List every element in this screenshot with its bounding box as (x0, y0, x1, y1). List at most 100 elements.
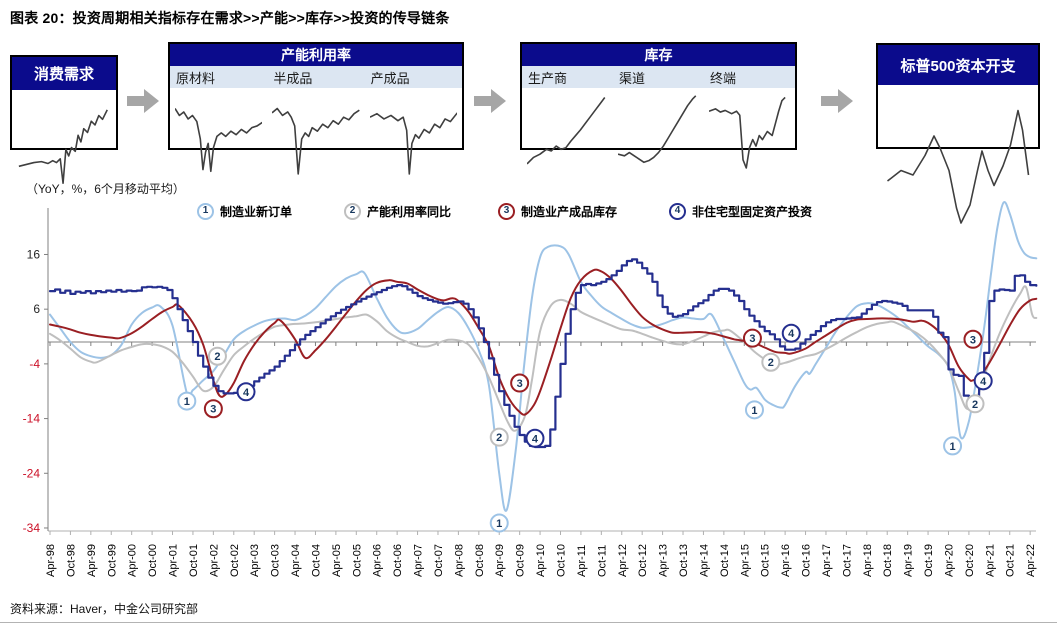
legend-label: 制造业产成品库存 (521, 204, 618, 219)
flow-arrow-icon (821, 89, 855, 113)
x-axis-tick-label: Apr-11 (576, 545, 588, 577)
flow-box-inventory-sublabels: 生产商 渠道 终端 (522, 66, 795, 88)
sparkline-terminal (704, 88, 795, 175)
annotation-number-4: 4 (243, 387, 250, 399)
x-axis-tick-label: Oct-12 (637, 544, 649, 577)
sublabel-terminal: 终端 (709, 70, 736, 86)
y-axis-tick-label: -34 (23, 521, 41, 535)
x-axis-tick-label: Apr-01 (168, 544, 180, 577)
x-axis-tick-label: Apr-99 (86, 544, 98, 577)
x-axis-tick-label: Oct-03 (270, 544, 282, 577)
x-axis-tick-label: Apr-02 (208, 544, 220, 577)
flow-box-sp500-capex-header: 标普500资本开支 (878, 45, 1038, 85)
flow-box-capacity-utilization-sublabels: 原材料 半成品 产成品 (170, 66, 462, 88)
x-axis-tick-label: Apr-08 (453, 544, 465, 577)
annotation-number-4: 4 (980, 376, 987, 388)
flow-box-inventory-title: 库存 (644, 47, 673, 63)
x-axis-tick-label: Apr-19 (903, 544, 915, 577)
annotation-number-1: 1 (751, 405, 757, 417)
x-axis-tick-label: Apr-10 (535, 544, 547, 577)
annotation-circle-icon-2 (761, 352, 781, 372)
x-axis-tick-label: Oct-16 (801, 544, 813, 577)
x-axis-tick-label: Apr-04 (290, 544, 302, 577)
x-axis-tick-label: Apr-21 (984, 544, 996, 577)
flow-box-capacity-utilization: 产能利用率 原材料 半成品 产成品 (168, 42, 464, 150)
annotation-circle-icon-3 (203, 399, 223, 419)
annotation-number-1: 1 (184, 396, 190, 408)
annotation-circle-icon-4 (236, 382, 256, 402)
flow-box-inventory-body (522, 88, 795, 175)
annotation-circle-icon-2 (965, 394, 985, 414)
x-axis-tick-label: Oct-17 (841, 544, 853, 577)
legend-marker-circle-icon: 2 (344, 202, 361, 220)
sublabel-semi-finished: 半成品 (273, 70, 313, 86)
legend-label: 非住宅型固定资产投资 (692, 204, 813, 219)
y-axis-tick-label: 16 (27, 247, 41, 261)
sparkline-svg (527, 91, 608, 172)
x-axis-tick-label: Oct-01 (188, 544, 200, 577)
sublabel-channel: 渠道 (618, 70, 645, 86)
x-axis-tick-label: Apr-16 (780, 544, 792, 577)
flow-arrow-icon (474, 89, 508, 113)
x-axis-tick-label: Oct-19 (923, 544, 935, 577)
legend-item-3: 3 制造业产成品库存 (498, 202, 617, 220)
annotation-circle-icon-1 (489, 513, 509, 533)
legend-marker-circle-icon: 1 (197, 202, 214, 220)
annotation-number-2: 2 (214, 351, 220, 363)
x-axis-tick-label: Oct-21 (1005, 544, 1017, 577)
sparkline-svg (370, 91, 457, 178)
sparkline-channel (613, 88, 704, 175)
flow-box-sp500-capex: 标普500资本开支 (876, 43, 1040, 149)
x-axis-tick-label: Oct-20 (964, 544, 976, 577)
x-axis-tick-label: Oct-11 (596, 545, 608, 577)
x-axis-tick-label: Apr-98 (45, 544, 57, 577)
annotation-number-2: 2 (768, 357, 774, 369)
annotation-circle-icon-3 (742, 328, 762, 348)
flow-box-inventory-header: 库存 (522, 44, 795, 66)
flow-box-capacity-utilization-header: 产能利用率 (170, 44, 462, 66)
sparkline-raw-materials (170, 88, 267, 181)
sparkline-svg (618, 91, 699, 172)
sparkline-finished-goods (365, 88, 462, 181)
legend-item-2: 2 产能利用率同比 (344, 202, 451, 220)
series-line-4 (48, 258, 1038, 449)
x-axis-tick-label: Oct-09 (515, 544, 527, 577)
x-axis-tick-label: Oct-13 (678, 544, 690, 577)
flow-box-sp500-capex-body (878, 85, 1038, 241)
x-axis-tick-label: Oct-06 (392, 544, 404, 577)
legend-label: 产能利用率同比 (367, 204, 452, 219)
annotation-number-2: 2 (972, 399, 978, 411)
x-axis-tick-label: Apr-00 (127, 544, 139, 577)
x-axis-tick-label: Apr-14 (698, 544, 710, 577)
sublabel-producer: 生产商 (528, 70, 568, 86)
y-axis-unit-label: （YoY，%，6个月移动平均） (26, 182, 185, 196)
legend-marker-circle-icon: 4 (669, 202, 686, 220)
annotation-circle-icon-1 (177, 391, 197, 411)
x-axis-tick-label: Oct-10 (556, 544, 568, 577)
annotation-circle-icon-4 (525, 428, 545, 448)
x-axis-tick-label: Oct-18 (882, 544, 894, 577)
y-axis-tick-label: -24 (23, 466, 41, 480)
legend-label: 制造业新订单 (220, 204, 293, 219)
x-axis-tick-label: Apr-06 (372, 544, 384, 577)
annotation-number-4: 4 (788, 328, 795, 340)
y-axis-tick-label: -4 (29, 357, 40, 371)
sparkline-semi-finished (267, 88, 364, 181)
x-axis-tick-label: Apr-03 (249, 544, 261, 577)
legend-marker-circle-icon: 3 (498, 202, 515, 220)
y-axis-tick-label: -14 (23, 412, 41, 426)
flow-box-sp500-capex-title: 标普500资本开支 (900, 57, 1016, 75)
flow-box-consumer-demand: 消费需求 (10, 55, 118, 150)
x-axis-tick-label: Oct-14 (719, 544, 731, 577)
figure-title: 图表 20：投资周期相关指标存在需求>>产能>>库存>>投资的传导链条 (10, 10, 450, 26)
x-axis-tick-label: Apr-22 (1025, 544, 1037, 577)
annotation-circle-icon-3 (510, 373, 530, 393)
annotation-number-3: 3 (970, 334, 976, 346)
flow-box-consumer-demand-title: 消费需求 (33, 66, 94, 83)
annotation-number-3: 3 (749, 333, 755, 345)
sublabel-raw-materials: 原材料 (176, 70, 216, 86)
x-axis-tick-label: Apr-09 (494, 544, 506, 577)
legend-item-1: 1 制造业新订单 (197, 202, 292, 220)
annotation-circle-icon-3 (963, 329, 983, 349)
sparkline-svg (272, 91, 359, 178)
